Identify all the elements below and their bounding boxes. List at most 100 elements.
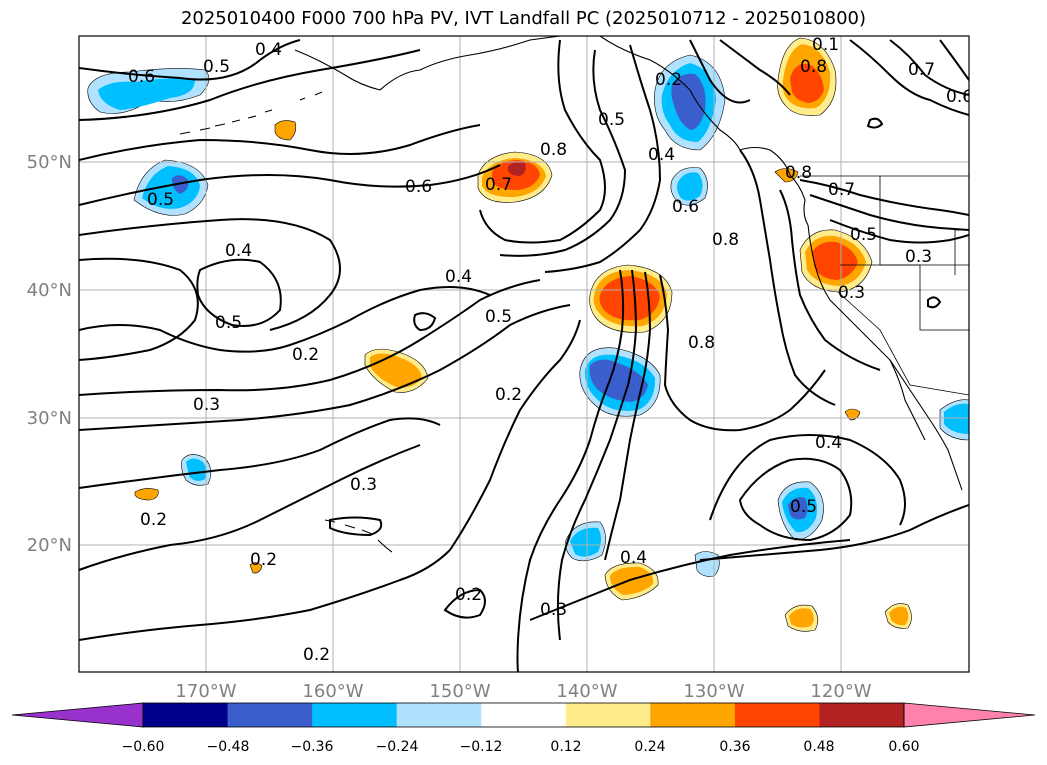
contour-line: [689, 39, 751, 104]
coastline-aleutians: [179, 91, 323, 135]
colorbar-tick-label: 0.48: [803, 739, 834, 755]
anomaly-neg-region: [677, 172, 703, 201]
contour-label: 0.5: [203, 57, 230, 77]
lon-label-130w: 130°W: [683, 681, 744, 702]
contour-line: [79, 444, 421, 571]
anomaly-pos-region: [599, 276, 660, 321]
anomaly-neg-region: [142, 166, 200, 209]
contour-line: [499, 49, 627, 257]
contour-label: 0.4: [225, 241, 252, 261]
contour-label: 0.8: [540, 140, 567, 160]
map-title: 2025010400 F000 700 hPa PV, IVT Landfall…: [180, 8, 867, 29]
contour-line: [927, 296, 942, 309]
contour-label: 0.2: [495, 385, 522, 405]
contour-line: [829, 219, 969, 244]
lon-label-120w: 120°W: [810, 681, 871, 702]
colorbar-segment: [734, 703, 820, 727]
contour-label: 0.2: [292, 345, 319, 365]
anomaly-neg-region: [944, 403, 969, 434]
contour-line: [719, 39, 791, 96]
colorbar-tick-label: 0.12: [550, 739, 581, 755]
contour-line: [939, 39, 969, 81]
contour-label: 0.5: [850, 225, 877, 245]
anomaly-pos-region: [508, 162, 526, 176]
contour-line: [659, 274, 826, 432]
contour-line: [79, 304, 571, 431]
contour-line: [413, 312, 437, 332]
contour-label: 0.7: [828, 180, 855, 200]
contour-line: [79, 286, 491, 353]
longitude-labels: 170°W 160°W 150°W 140°W 130°W 120°W: [175, 681, 871, 702]
colorbar-segment: [143, 703, 229, 727]
anomaly-pos-region: [790, 63, 824, 103]
colorbar-extend-high: [903, 702, 1036, 728]
lat-label-30n: 30°N: [27, 408, 72, 429]
contour-label: 0.3: [838, 283, 865, 303]
anomaly-pos-region: [370, 353, 422, 388]
lon-label-160w: 160°W: [302, 681, 363, 702]
contour-label: 0.3: [193, 395, 220, 415]
anomaly-pos-region: [610, 566, 654, 595]
contour-line: [79, 49, 421, 121]
anomaly-neg-region: [186, 458, 207, 481]
contour-line: [849, 39, 969, 116]
contour-line: [739, 149, 836, 406]
lon-label-170w: 170°W: [175, 681, 236, 702]
contour-line: [449, 319, 581, 551]
map-frame: [78, 35, 970, 673]
contour-line: [699, 504, 969, 561]
contour-line: [779, 189, 881, 371]
contour-label: 0.3: [350, 475, 377, 495]
colorbar-extend-low: [11, 702, 144, 728]
lat-label-40n: 40°N: [27, 280, 72, 301]
anomaly-pos-region: [134, 488, 159, 501]
coastline-bc: [739, 146, 809, 226]
contour-line: [79, 218, 341, 331]
contour-label: 0.5: [485, 307, 512, 327]
contour-line: [604, 271, 652, 561]
contour-line: [79, 417, 441, 489]
contour-line: [443, 588, 486, 619]
contour-label: 0.6: [128, 67, 155, 87]
anomaly-pos-region: [789, 608, 814, 628]
anomaly-neg-region: [671, 73, 706, 130]
colorbar-segment: [396, 703, 482, 727]
latitude-labels: 20°N 30°N 40°N 50°N: [27, 152, 72, 556]
contour-label: 0.5: [598, 110, 625, 130]
lon-label-150w: 150°W: [429, 681, 490, 702]
contour-line: [866, 117, 884, 129]
anomaly-neg-region: [589, 359, 648, 402]
contour-label: 0.5: [790, 497, 817, 517]
contour-label: 0.8: [800, 57, 827, 77]
contour-line: [329, 516, 383, 537]
contour-label: 0.2: [303, 645, 330, 665]
colorbar-outline: [142, 702, 905, 728]
contour-label: 0.4: [255, 40, 282, 60]
contour-labels: 0.4 0.6 0.5 0.7 0.8 0.5 0.4 0.6 0.8 0.5 …: [128, 36, 969, 665]
contour-label: 0.8: [688, 333, 715, 353]
boundary-state-3: [837, 291, 969, 396]
contour-line: [529, 539, 851, 621]
colorbar-tick-label: −0.24: [376, 739, 419, 755]
contour-line: [479, 39, 606, 244]
contour-label: 0.4: [445, 267, 472, 287]
map-panel: 0.4 0.6 0.5 0.7 0.8 0.5 0.4 0.6 0.8 0.5 …: [78, 35, 970, 673]
contour-label: 0.4: [620, 548, 647, 568]
coastline-baja: [889, 359, 926, 441]
colorbar-segment: [312, 703, 398, 727]
contour-label: 0.5: [215, 313, 242, 333]
colorbar-tick-label: 0.36: [719, 739, 750, 755]
contour-line: [79, 549, 451, 641]
contour-line: [889, 39, 969, 96]
colorbar: −0.60 −0.48 −0.36 −0.24 −0.12 0.12 0.24 …: [11, 702, 1036, 755]
contour-label: 0.2: [655, 70, 682, 90]
colorbar-tick-labels: −0.60 −0.48 −0.36 −0.24 −0.12 0.12 0.24 …: [122, 739, 920, 755]
colorbar-tick-label: 0.24: [634, 739, 665, 755]
colorbar-segment: [565, 703, 651, 727]
anomaly-pos-region: [274, 120, 297, 141]
boundary-state-2: [840, 264, 969, 331]
anomaly-pos-region: [774, 168, 799, 183]
contour-label: 0.5: [147, 190, 174, 210]
contour-line: [709, 434, 906, 526]
